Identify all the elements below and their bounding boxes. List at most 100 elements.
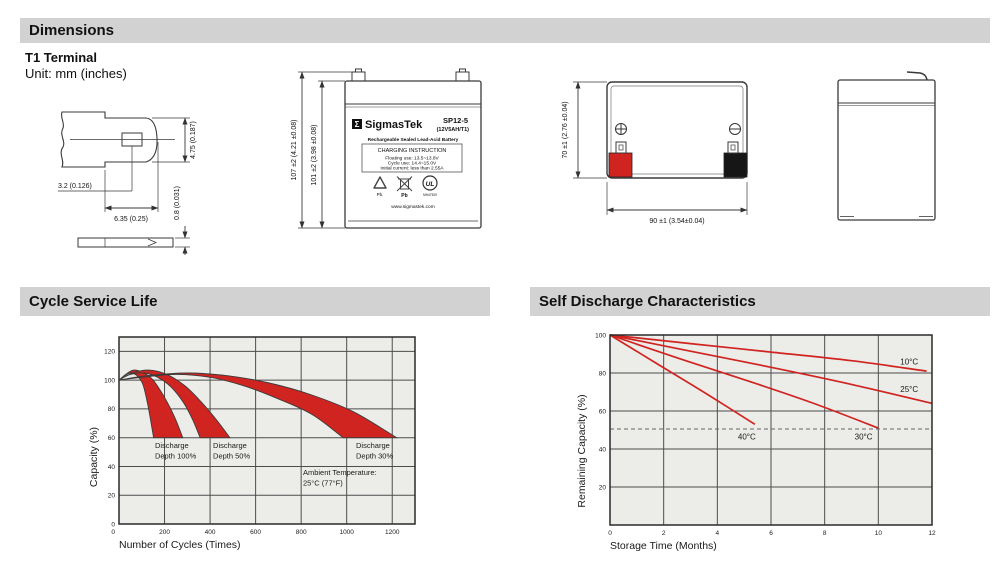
- self-chart-svg: 10°C 25°C 30°C 40°C 20 40 60 80 100 0 2 4 6 8 10 12 Stor…: [576, 332, 936, 552]
- charging-line-2: Cycle use: 14.4~15.0V: [388, 161, 437, 167]
- annotation-2: Discharge Depth 50%: [213, 441, 250, 461]
- dimensions-title: Dimensions: [29, 22, 115, 39]
- cycle-chart-svg: 0 20 40 60 80 100 120 200 400 600 800 1000 1200 0 Disc…: [88, 336, 416, 551]
- x-tick-label: 6: [769, 530, 773, 537]
- bin-icon: [400, 178, 409, 190]
- label-subtitle: Rechargeable Sealed Lead-Acid Battery: [368, 137, 459, 143]
- charging-line-3: Initial current: less than 2.55A: [380, 166, 444, 172]
- y-tick-label: 100: [595, 332, 606, 339]
- ul-mark-icon: [422, 175, 438, 191]
- recycle-icon: [373, 176, 387, 189]
- x-tick-label: 200: [159, 529, 170, 536]
- negative-terminal: [455, 71, 470, 82]
- dim-tab-height: 4.75 (0.187): [190, 121, 197, 159]
- battery-side-view-drawing: [837, 71, 936, 221]
- dim-tab-thickness: 0.8 (0.031): [174, 186, 181, 220]
- y-tick-label: 80: [108, 406, 116, 413]
- y-tick-label: 0: [111, 521, 115, 528]
- y-tick-label: 60: [108, 435, 116, 442]
- side-view-case: [837, 79, 936, 221]
- sigma-logo-box: [352, 119, 362, 129]
- annotation-3: Discharge Depth 30%: [356, 441, 393, 461]
- ul-mark-text: UL: [426, 181, 435, 188]
- x-tick-label: 0: [608, 530, 612, 537]
- x-tick-label: 2: [662, 530, 666, 537]
- self-discharge-header: Self Discharge Characteristics: [530, 287, 990, 316]
- terminal-detail-drawing: 3.2 (0.126) 6.35 (0.25) 4.75 (0.187) 0.8…: [58, 111, 197, 255]
- x-axis-label: Storage Time (Months): [610, 540, 717, 552]
- series-label-3: 30°C: [855, 433, 873, 442]
- x-tick-label: 4: [716, 530, 720, 537]
- y-tick-label: 40: [599, 446, 607, 453]
- battery-top-view-drawing: 70 ±1 (2.76 ±0.04) 90 ±1 (3.54±0.04): [562, 81, 748, 225]
- series-line-3: [609, 334, 879, 429]
- series-line-2: [609, 334, 933, 405]
- cycle-service-life-chart: 0 20 40 60 80 100 120 200 400 600 800 1000 1200 0 Disc…: [60, 330, 480, 570]
- rating-text: (12V5AH/T1): [437, 127, 470, 133]
- x-axis-label: Number of Cycles (Times): [119, 539, 241, 551]
- x-tick-label: 8: [823, 530, 827, 537]
- dimensions-section-header: Dimensions: [20, 18, 990, 43]
- series-line-4: [609, 334, 756, 426]
- x-tick-label: 800: [296, 529, 307, 536]
- positive-terminal: [351, 71, 366, 82]
- negative-tab: [727, 141, 739, 154]
- bin-icon-cross-2: [396, 176, 413, 192]
- negative-terminal-block: [723, 152, 748, 178]
- battery-front-view-drawing: 107 ±2 (4.21 ±0.08) 101 ±2 (3.98 ±0.08) …: [291, 68, 482, 229]
- ul-code: MH47529: [423, 193, 437, 197]
- y-axis-label: Capacity (%): [88, 427, 100, 487]
- band-3: [118, 372, 399, 439]
- charging-title: CHARGING INSTRUCTION: [378, 148, 447, 154]
- positive-terminal-block: [608, 152, 633, 178]
- negative-tab-hole: [730, 144, 736, 151]
- self-discharge-title: Self Discharge Characteristics: [539, 293, 756, 310]
- cycle-service-life-header: Cycle Service Life: [20, 287, 490, 316]
- annotation-4: Ambient Temperature: 25°C (77°F): [303, 468, 377, 488]
- x-tick-label: 10: [875, 530, 883, 537]
- y-tick-label: 80: [599, 370, 607, 377]
- origin-tick-label: 0: [111, 529, 115, 536]
- dim-container-height: 101 ±2 (3.98 ±0.08): [311, 124, 318, 185]
- terminal-wire: [906, 71, 928, 81]
- y-tick-label: 100: [104, 377, 115, 384]
- brand-name: SigmasTek: [365, 119, 423, 131]
- dim-tab-width: 6.35 (0.25): [114, 216, 148, 223]
- profile-chevron: [147, 238, 157, 247]
- dim-hole-offset: 3.2 (0.126): [58, 183, 92, 190]
- terminal-side-profile: [77, 237, 174, 248]
- x-tick-label: 600: [250, 529, 261, 536]
- sigma-logo: Σ: [355, 120, 360, 129]
- charging-instruction-box: [361, 143, 463, 173]
- series-line-1: [609, 334, 927, 372]
- top-view-inner-wall: [610, 85, 744, 175]
- y-tick-label: 20: [108, 493, 116, 500]
- plot-border: [609, 334, 933, 526]
- unit-note: Unit: mm (inches): [25, 66, 127, 81]
- model-number: SP12-5: [443, 116, 468, 125]
- terminal-type-label: T1 Terminal: [25, 50, 98, 65]
- top-view-case: [606, 81, 748, 179]
- x-tick-label: 12: [928, 530, 936, 537]
- series-label-1: 10°C: [900, 357, 918, 366]
- y-tick-label: 60: [599, 408, 607, 415]
- website-text: www.sigmastek.com: [391, 204, 434, 210]
- cycle-service-life-title: Cycle Service Life: [29, 293, 158, 310]
- y-tick-label: 120: [104, 349, 115, 356]
- band-2: [118, 369, 231, 439]
- x-tick-label: 1200: [385, 529, 400, 536]
- x-tick-label: 400: [205, 529, 216, 536]
- recycle-pb-label: Pb.: [377, 192, 384, 197]
- y-tick-label: 20: [599, 484, 607, 491]
- dim-total-height: 107 ±2 (4.21 ±0.08): [291, 119, 298, 180]
- series-label-2: 25°C: [900, 385, 918, 394]
- x-tick-label: 1000: [339, 529, 354, 536]
- battery-case: [344, 80, 482, 229]
- positive-tab-hole: [618, 144, 624, 151]
- charging-line-1: Floating use: 13.5~13.8V: [385, 156, 439, 162]
- bin-pb-label: Pb: [401, 193, 407, 199]
- annotation-1: Discharge Depth 100%: [155, 441, 197, 461]
- series-label-4: 40°C: [738, 433, 756, 442]
- positive-tab: [615, 141, 627, 154]
